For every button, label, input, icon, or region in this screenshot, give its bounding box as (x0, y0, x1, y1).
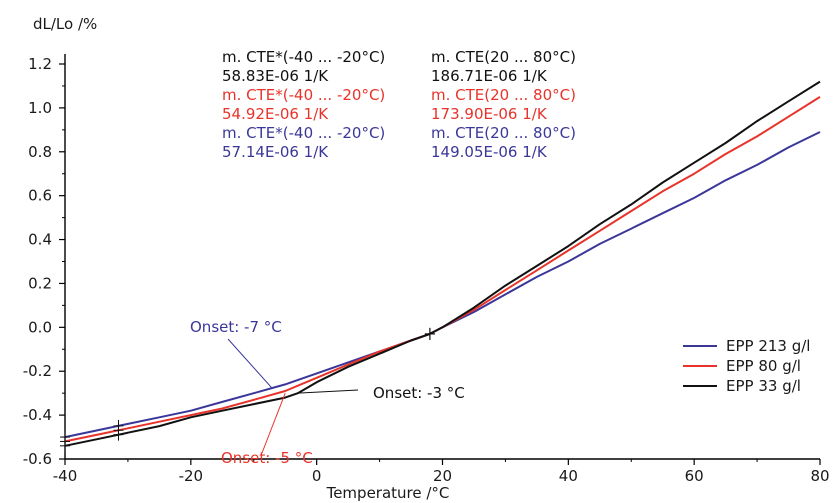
onset-label: Onset: -3 °C (373, 384, 465, 402)
onset-leader-line (227, 338, 273, 390)
onset-annotations: Onset: -7 °C Onset: -5 °C Onset: -3 °C (190, 318, 465, 467)
y-axis-title: dL/Lo /% (33, 15, 97, 33)
legend-label-1: EPP 80 g/l (726, 357, 801, 375)
y-tick-label: -0.2 (23, 362, 52, 380)
x-tick-label: 0 (312, 467, 322, 485)
cte-low-value: 54.92E-06 1/K (222, 105, 329, 123)
cte-high-value: 186.71E-06 1/K (431, 67, 548, 85)
cte-low-label: m. CTE*(-40 ... -20°C) (222, 86, 385, 104)
cte-annotations: m. CTE*(-40 ... -20°C)58.83E-06 1/Km. CT… (222, 48, 576, 161)
axes: -40 -20 0 20 40 60 80 1.2 1.0 0.8 0.6 0.4 0.2 0.0 -0.2… (23, 54, 830, 485)
x-tick-label: -40 (53, 467, 78, 485)
onset-label: Onset: -5 °C (221, 449, 313, 467)
onset-leader-line (297, 389, 359, 394)
y-tick-label: -0.6 (23, 450, 52, 468)
cte-low-value: 58.83E-06 1/K (222, 67, 329, 85)
cte-high-label: m. CTE(20 ... 80°C) (431, 86, 576, 104)
legend-label-0: EPP 213 g/l (726, 337, 810, 355)
y-tick-label: 1.0 (28, 99, 52, 117)
y-tick-label: 0.6 (28, 187, 52, 205)
x-tick-label: 60 (685, 467, 704, 485)
onset-leader-line (261, 392, 286, 454)
x-tick-label: 80 (810, 467, 829, 485)
legend-label-2: EPP 33 g/l (726, 377, 801, 395)
y-tick-label: 0.0 (28, 318, 52, 336)
y-tick-label: 1.2 (28, 55, 52, 73)
x-tick-label: 40 (559, 467, 578, 485)
cte-low-label: m. CTE*(-40 ... -20°C) (222, 124, 385, 142)
cte-high-label: m. CTE(20 ... 80°C) (431, 48, 576, 66)
cte-low-value: 57.14E-06 1/K (222, 143, 329, 161)
cte-high-label: m. CTE(20 ... 80°C) (431, 124, 576, 142)
y-tick-label: 0.4 (28, 231, 52, 249)
onset-label: Onset: -7 °C (190, 318, 282, 336)
cte-low-label: m. CTE*(-40 ... -20°C) (222, 48, 385, 66)
cte-high-value: 173.90E-06 1/K (431, 105, 548, 123)
y-tick-label: 0.2 (28, 274, 52, 292)
x-axis-title: Temperature /°C (326, 484, 450, 502)
x-tick-label: 20 (433, 467, 452, 485)
y-tick-label: 0.8 (28, 143, 52, 161)
x-tick-label: -20 (179, 467, 204, 485)
y-tick-label: -0.4 (23, 406, 52, 424)
legend: EPP 213 g/l EPP 80 g/l EPP 33 g/l (683, 337, 810, 395)
markers (60, 327, 435, 452)
cte-high-value: 149.05E-06 1/K (431, 143, 548, 161)
